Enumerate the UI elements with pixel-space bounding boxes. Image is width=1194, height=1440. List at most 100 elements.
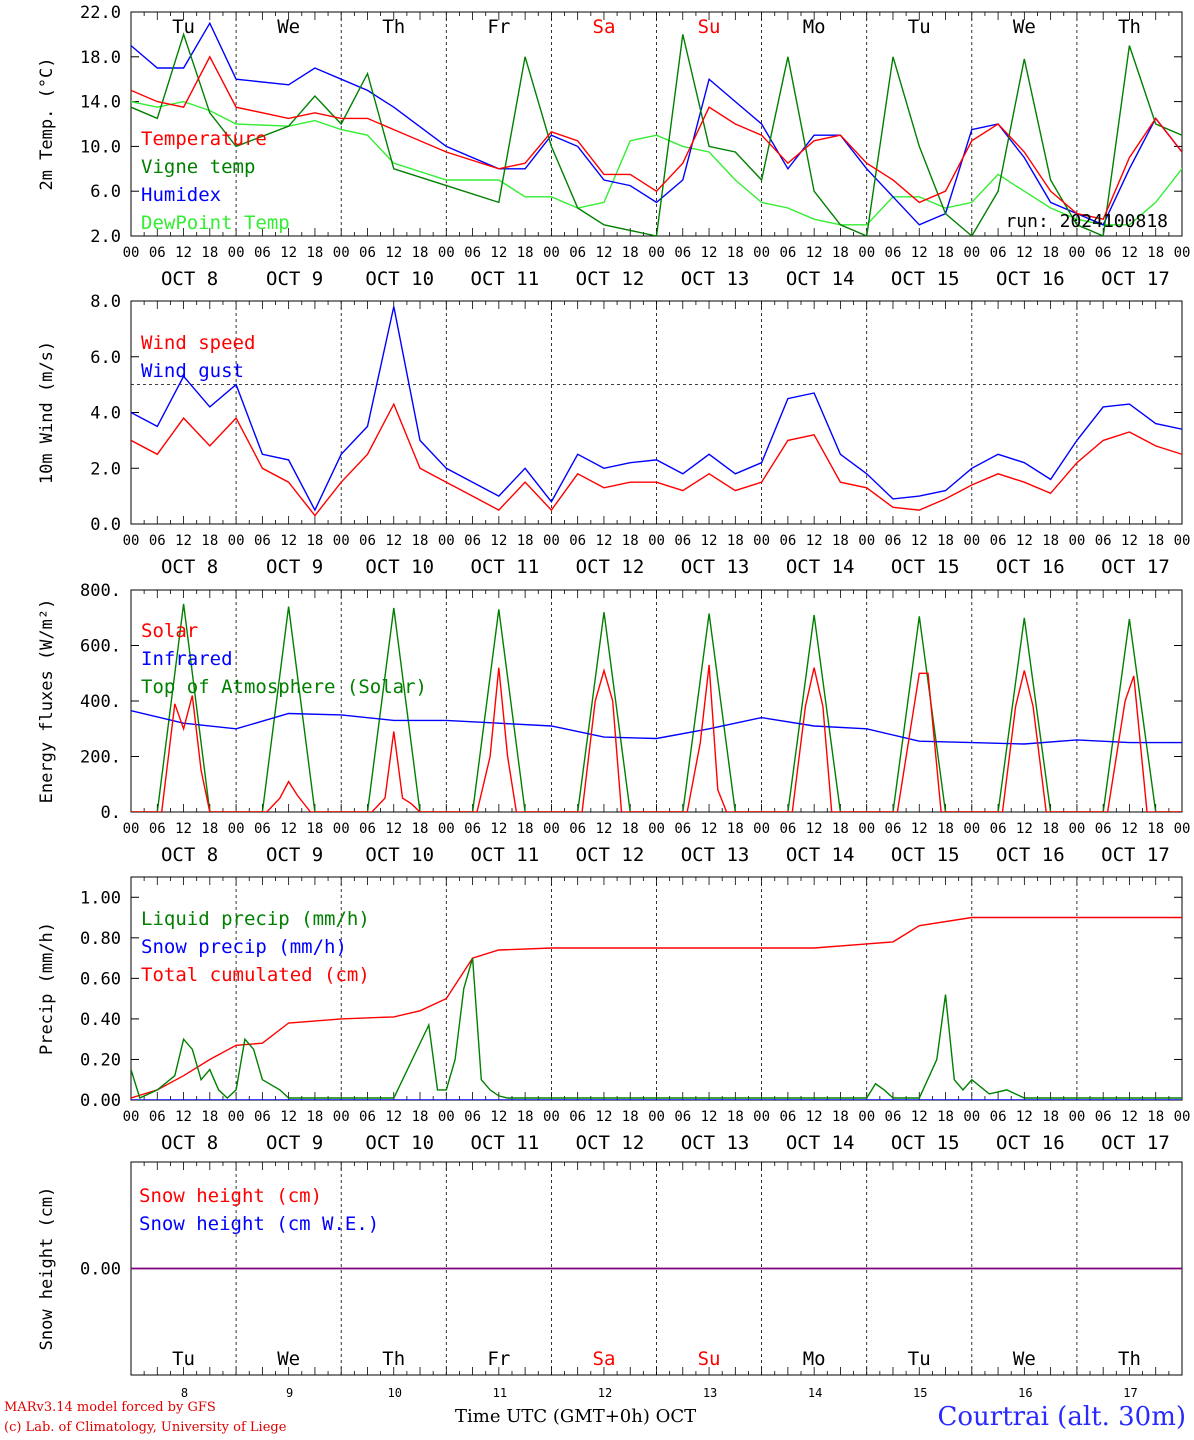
hour-label: 12 (385, 245, 402, 261)
hour-label: 18 (937, 821, 954, 837)
hour-label: 18 (517, 245, 534, 261)
hour-label: 00 (438, 821, 455, 837)
hour-label: 00 (543, 245, 560, 261)
hour-label: 00 (333, 245, 350, 261)
hour-label: 00 (1174, 821, 1191, 837)
day-label: Su (698, 16, 721, 38)
legend-entry: Wind speed (141, 332, 255, 354)
hour-label: 12 (175, 245, 192, 261)
hour-label: 18 (517, 533, 534, 549)
station-name: Courtrai (alt. 30m) (937, 1402, 1187, 1432)
day-label: Fr (487, 1348, 510, 1370)
hour-label: 18 (937, 1109, 954, 1125)
series-line-infrared (131, 710, 1182, 745)
hour-label: 12 (911, 245, 928, 261)
date-label: OCT 17 (1101, 268, 1170, 290)
day-number: 9 (286, 1386, 293, 1400)
day-label: Th (382, 16, 405, 38)
series-line-dewpoint-temp (131, 100, 1182, 226)
hour-label: 18 (1147, 821, 1164, 837)
hour-label: 06 (885, 533, 902, 549)
day-label: We (1013, 1348, 1036, 1370)
hour-label: 18 (1042, 245, 1059, 261)
y-tick-label: 800. (80, 581, 121, 601)
date-label: OCT 13 (681, 1132, 750, 1154)
date-label: OCT 16 (996, 556, 1065, 578)
legend-entry: Top of Atmosphere (Solar) (141, 676, 427, 698)
hour-label: 00 (228, 821, 245, 837)
y-tick-label: 22.0 (80, 3, 121, 23)
hour-label: 18 (306, 533, 323, 549)
meteogram-panels: 2.0 6.0 10.0 14.0 18.0 22.0 2m Temp. (°C) Tempe… (37, 3, 1191, 1400)
hour-label: 12 (490, 533, 507, 549)
day-label: Tu (908, 16, 931, 38)
day-label: Sa (593, 1348, 616, 1370)
hour-label: 12 (1121, 821, 1138, 837)
day-number: 11 (493, 1386, 507, 1400)
y-tick-label: 1.00 (80, 888, 121, 908)
hour-label: 00 (1174, 533, 1191, 549)
hour-label: 12 (280, 245, 297, 261)
date-label: OCT 14 (786, 556, 855, 578)
hour-label: 18 (832, 821, 849, 837)
date-label: OCT 16 (996, 1132, 1065, 1154)
hour-label: 12 (1016, 1109, 1033, 1125)
day-number: 15 (913, 1386, 927, 1400)
hour-label: 12 (280, 533, 297, 549)
y-axis-label: Precip (mm/h) (37, 922, 57, 1055)
hour-label: 06 (674, 1109, 691, 1125)
y-tick-label: 0.00 (80, 1260, 121, 1280)
day-number: 14 (808, 1386, 822, 1400)
date-label: OCT 15 (891, 556, 960, 578)
hour-label: 06 (885, 821, 902, 837)
date-label: OCT 12 (576, 268, 645, 290)
hour-label: 06 (1095, 821, 1112, 837)
day-label: Th (1118, 16, 1141, 38)
day-label: Mo (803, 1348, 826, 1370)
hour-label: 12 (911, 1109, 928, 1125)
hour-label: 00 (228, 245, 245, 261)
series-group (131, 916, 1182, 1100)
hour-label: 06 (990, 533, 1007, 549)
hour-label: 18 (622, 245, 639, 261)
hour-label: 12 (1016, 821, 1033, 837)
hour-label: 18 (306, 245, 323, 261)
hour-label: 00 (753, 1109, 770, 1125)
hour-label: 00 (963, 245, 980, 261)
hour-label: 12 (806, 533, 823, 549)
date-label: OCT 13 (681, 844, 750, 866)
hour-label: 00 (228, 1109, 245, 1125)
time-axis-title: Time UTC (GMT+0h) (455, 1406, 650, 1427)
hour-label: 18 (1042, 1109, 1059, 1125)
date-label: OCT 13 (681, 556, 750, 578)
day-label: Fr (487, 16, 510, 38)
panel-snow: 0.00 Snow height (cm) Snow height (cm) Snow… (37, 1161, 1183, 1400)
y-tick-label: 0.20 (80, 1050, 121, 1070)
hour-label: 18 (622, 533, 639, 549)
date-label: OCT 14 (786, 268, 855, 290)
hour-label: 18 (517, 821, 534, 837)
date-label: OCT 14 (786, 844, 855, 866)
y-tick-label: 8.0 (90, 292, 121, 312)
date-label: OCT 10 (365, 1132, 434, 1154)
hour-label: 06 (569, 1109, 586, 1125)
series-line-temperature (131, 55, 1182, 221)
hour-label: 18 (306, 1109, 323, 1125)
hour-label: 18 (937, 245, 954, 261)
date-label: OCT 14 (786, 1132, 855, 1154)
hour-label: 00 (1068, 245, 1085, 261)
date-label: OCT 8 (161, 844, 218, 866)
hour-label: 00 (438, 1109, 455, 1125)
time-axis-month: OCT (655, 1406, 697, 1427)
series-line-top-of-atmosphere-solar- (131, 603, 1182, 812)
model-credit: MARv3.14 model forced by GFS (4, 1400, 216, 1415)
y-tick-label: 10.0 (80, 137, 121, 157)
y-axis-label: 10m Wind (m/s) (37, 341, 57, 484)
hour-label: 06 (779, 821, 796, 837)
day-label: Th (382, 1348, 405, 1370)
hour-label: 06 (569, 245, 586, 261)
date-label: OCT 17 (1101, 556, 1170, 578)
hour-label: 12 (596, 533, 613, 549)
series-group (131, 603, 1182, 812)
date-label: OCT 11 (471, 268, 540, 290)
